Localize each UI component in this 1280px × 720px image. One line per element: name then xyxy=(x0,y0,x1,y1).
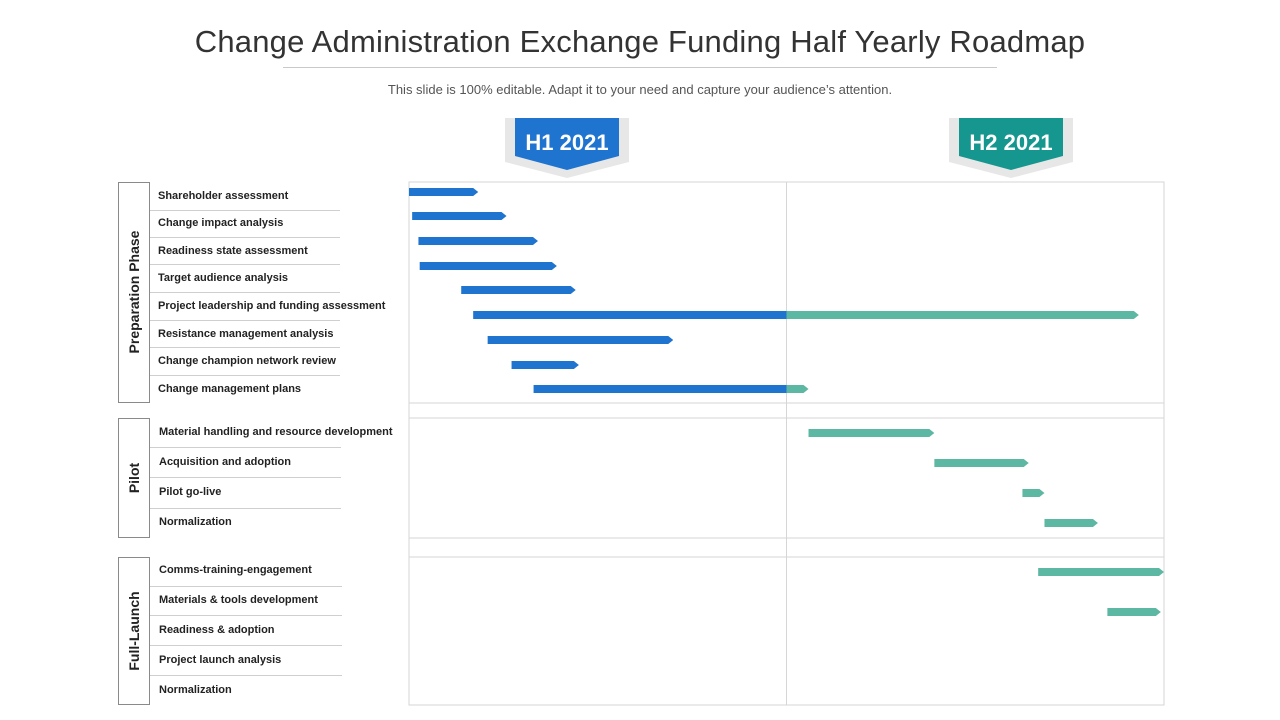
task-divider xyxy=(150,264,340,265)
task-label: Project launch analysis xyxy=(159,654,282,666)
task-divider xyxy=(150,586,342,587)
task-label: Comms-training-engagement xyxy=(159,564,312,576)
gantt-bar-h2-part xyxy=(786,311,1139,319)
group-box-preparation xyxy=(118,182,150,403)
gantt-bar xyxy=(1038,568,1164,576)
group-label-full-launch: Full-Launch xyxy=(126,591,142,671)
task-label: Readiness & adoption xyxy=(159,624,275,636)
period-badge-h1: H1 2021 xyxy=(505,118,629,178)
period-label-h1: H1 2021 xyxy=(525,130,609,155)
task-label: Pilot go-live xyxy=(159,486,222,498)
task-label: Change impact analysis xyxy=(158,217,284,229)
gantt-bar xyxy=(461,286,576,294)
gantt-bar xyxy=(419,262,557,270)
task-label: Acquisition and adoption xyxy=(159,456,291,468)
title-divider xyxy=(283,67,997,68)
gantt-bar-h1-part xyxy=(473,311,787,319)
task-divider xyxy=(150,645,342,646)
group-label-pilot: Pilot xyxy=(126,462,142,494)
task-divider xyxy=(150,508,341,509)
group-box-pilot xyxy=(118,418,150,538)
gantt-bar-h2-part xyxy=(786,385,809,393)
task-divider xyxy=(150,237,340,238)
group-box-full-launch xyxy=(118,557,150,705)
task-label: Change management plans xyxy=(158,383,302,395)
gantt-bar xyxy=(1022,489,1045,497)
gantt-bar-h1-part xyxy=(533,385,787,393)
task-label: Change champion network review xyxy=(158,355,336,367)
gantt-bar xyxy=(1044,519,1098,527)
task-divider xyxy=(150,347,340,348)
task-label: Normalization xyxy=(159,516,232,528)
badge-shape-h2 xyxy=(949,118,1073,178)
task-label: Material handling and resource developme… xyxy=(159,426,393,438)
period-label-h2: H2 2021 xyxy=(969,130,1053,155)
gantt-bar xyxy=(409,188,479,196)
task-label: Project leadership and funding assessmen… xyxy=(158,300,386,312)
task-label: Shareholder assessment xyxy=(158,190,289,202)
gantt-bar xyxy=(511,361,579,369)
gantt-bar xyxy=(934,459,1029,467)
task-label: Materials & tools development xyxy=(159,594,318,606)
task-label: Target audience analysis xyxy=(158,272,289,284)
gantt-bar xyxy=(418,237,538,245)
task-label: Resistance management analysis xyxy=(158,328,334,340)
task-divider xyxy=(150,210,340,211)
task-divider xyxy=(150,292,340,293)
gantt-bar xyxy=(412,212,507,220)
page-title: Change Administration Exchange Funding H… xyxy=(194,24,1086,59)
task-divider xyxy=(150,615,342,616)
task-divider xyxy=(150,477,341,478)
task-divider xyxy=(150,320,340,321)
period-badge-h2: H2 2021 xyxy=(949,118,1073,178)
task-divider xyxy=(150,675,342,676)
task-label: Normalization xyxy=(159,684,232,696)
gantt-bar xyxy=(487,336,674,344)
badge-shape-h1 xyxy=(505,118,629,178)
group-label-preparation: Preparation Phase xyxy=(126,230,142,354)
gantt-bar xyxy=(1107,608,1161,616)
gantt-bar xyxy=(808,429,935,437)
page-subtitle: This slide is 100% editable. Adapt it to… xyxy=(387,82,893,97)
task-label: Readiness state assessment xyxy=(158,245,308,257)
task-divider xyxy=(150,375,340,376)
task-divider xyxy=(150,447,341,448)
